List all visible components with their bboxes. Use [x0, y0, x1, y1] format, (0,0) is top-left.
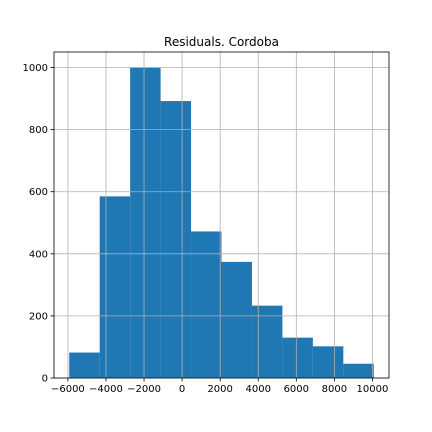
histogram-bar — [282, 337, 313, 378]
histogram-bar — [160, 101, 192, 378]
histogram-bar — [99, 196, 131, 378]
x-tick-label: 2000 — [207, 384, 232, 395]
x-tick-label: 6000 — [284, 384, 309, 395]
x-tick-label: 4000 — [246, 384, 271, 395]
x-tick-label: −4000 — [89, 384, 123, 395]
histogram-bar — [251, 305, 283, 378]
y-tick-label: 400 — [29, 249, 48, 260]
x-tick-label: −6000 — [51, 384, 85, 395]
x-tick-label: 10000 — [357, 384, 389, 395]
histogram-bars — [69, 67, 374, 379]
x-tick-label: 0 — [179, 384, 185, 395]
y-tick-label: 0 — [42, 374, 48, 385]
x-tick-label: 8000 — [322, 384, 347, 395]
plot-frame — [53, 51, 390, 379]
x-axis-ticks: −6000 −4000 −2000 0 2000 4000 6000 8000 10000 — [51, 378, 388, 395]
y-axis-ticks: 0 200 400 600 800 1000 — [23, 63, 54, 385]
grid-lines — [54, 52, 389, 379]
y-tick-label: 600 — [29, 187, 48, 198]
y-tick-label: 800 — [29, 125, 48, 136]
histogram-bar — [69, 352, 100, 378]
y-tick-label: 1000 — [23, 63, 48, 74]
histogram-bar — [130, 67, 161, 379]
histogram-bar — [343, 363, 374, 378]
y-tick-label: 200 — [29, 311, 48, 322]
x-tick-label: −2000 — [127, 384, 161, 395]
histogram-bar — [312, 346, 344, 378]
chart-title: Residuals. Cordoba — [164, 35, 279, 49]
histogram-bar — [191, 231, 222, 378]
histogram-bar — [221, 261, 252, 378]
